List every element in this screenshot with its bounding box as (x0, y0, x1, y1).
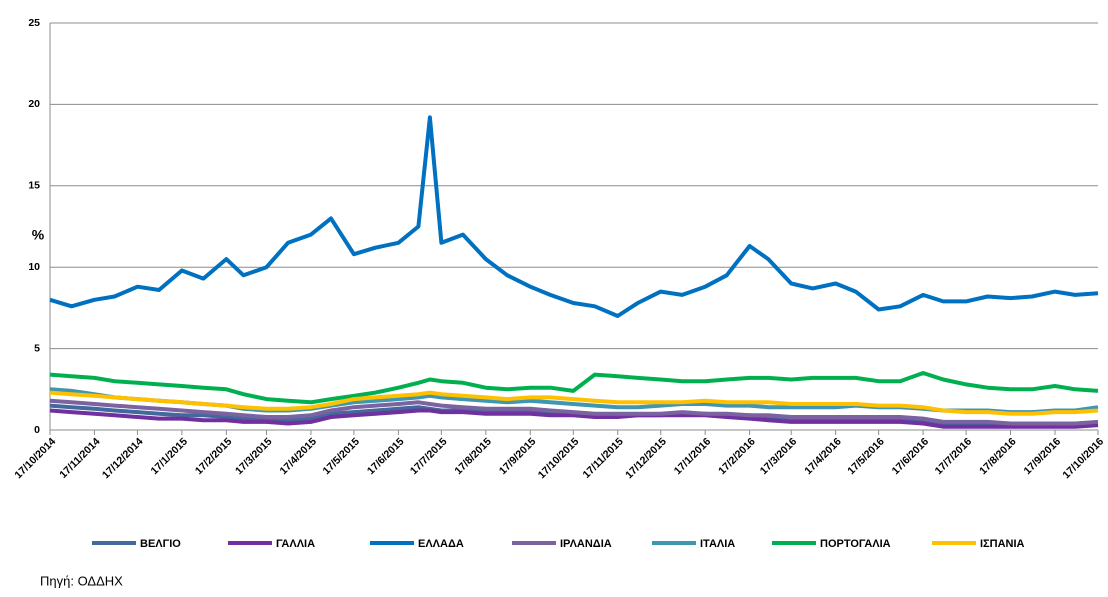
x-tick-label: 17/10/2016 (1060, 435, 1106, 481)
x-tick-label: 17/7/2015 (408, 435, 450, 477)
y-tick-label: 25 (28, 17, 40, 29)
x-tick-label: 17/6/2015 (365, 435, 407, 477)
x-tick-label: 17/7/2016 (933, 435, 975, 477)
x-tick-label: 17/9/2015 (497, 435, 539, 477)
source: Πηγή: ΟΔΔΗΧ (40, 573, 123, 588)
legend-label: ΙΡΛΑΝΔΙΑ (560, 538, 612, 550)
x-tick-label: 17/4/2015 (277, 435, 319, 477)
y-tick-label: 10 (28, 261, 40, 273)
series-line (49, 371, 1099, 405)
x-tick-label: 17/10/2014 (12, 435, 58, 481)
x-tick-label: 17/12/2014 (100, 435, 146, 481)
x-tick-label: 17/5/2015 (321, 435, 363, 477)
x-tick-label: 17/3/2015 (233, 435, 275, 477)
series-line (49, 390, 1099, 416)
y-tick-label: 20 (28, 98, 40, 110)
legend-label: ΒΕΛΓΙΟ (140, 538, 181, 550)
y-tick-label: 15 (28, 180, 40, 192)
x-tick-label: 17/9/2016 (1022, 435, 1064, 477)
x-tick-label: 17/8/2016 (977, 435, 1019, 477)
x-tick-label: 17/10/2015 (536, 435, 582, 481)
legend-label: ΠΟΡΤΟΓΑΛΙΑ (820, 538, 891, 550)
series-line (49, 408, 1099, 429)
legend-label: ΙΤΑΛΙΑ (700, 538, 735, 550)
x-tick-label: 17/4/2016 (802, 435, 844, 477)
x-tick-label: 17/11/2014 (57, 435, 102, 480)
y-tick-label: 0 (34, 424, 40, 436)
x-tick-label: 17/6/2016 (890, 435, 932, 477)
series-line (49, 115, 1099, 318)
legend-label: ΙΣΠΑΝΙΑ (980, 538, 1025, 550)
x-tick-label: 17/2/2015 (193, 435, 235, 477)
x-tick-label: 17/3/2016 (758, 435, 800, 477)
x-tick-label: 17/5/2016 (845, 435, 887, 477)
x-tick-label: 17/1/2015 (148, 435, 190, 477)
x-tick-label: 17/1/2016 (672, 435, 714, 477)
y-axis-label: % (32, 227, 45, 243)
legend-label: ΕΛΛΑΔΑ (418, 538, 464, 550)
x-tick-label: 17/11/2015 (581, 435, 626, 480)
series-line (49, 398, 1099, 426)
x-tick-label: 17/12/2015 (623, 435, 669, 481)
x-tick-label: 17/8/2015 (452, 435, 494, 477)
x-tick-label: 17/2/2016 (716, 435, 758, 477)
legend-label: ΓΑΛΛΙΑ (276, 538, 315, 550)
y-tick-label: 5 (34, 342, 40, 354)
